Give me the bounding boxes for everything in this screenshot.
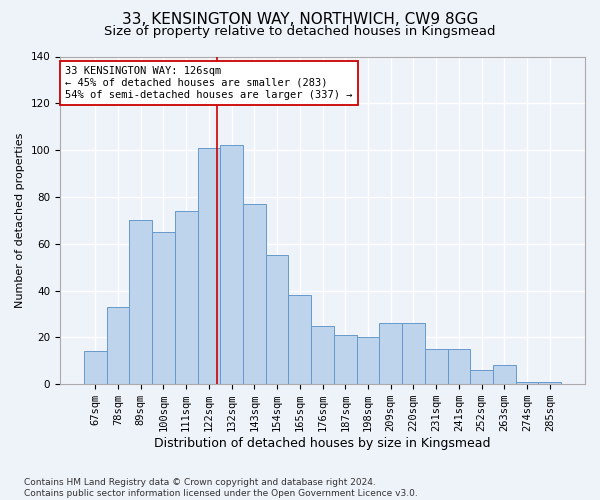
Bar [130, 220, 152, 384]
Bar [448, 349, 470, 384]
Y-axis label: Number of detached properties: Number of detached properties [15, 132, 25, 308]
Text: Size of property relative to detached houses in Kingsmead: Size of property relative to detached ho… [104, 25, 496, 38]
Bar [84, 352, 107, 384]
Bar [107, 307, 130, 384]
Text: 33, KENSINGTON WAY, NORTHWICH, CW9 8GG: 33, KENSINGTON WAY, NORTHWICH, CW9 8GG [122, 12, 478, 28]
Text: Contains HM Land Registry data © Crown copyright and database right 2024.
Contai: Contains HM Land Registry data © Crown c… [24, 478, 418, 498]
Bar [356, 338, 379, 384]
Bar [402, 324, 425, 384]
X-axis label: Distribution of detached houses by size in Kingsmead: Distribution of detached houses by size … [154, 437, 491, 450]
Bar [538, 382, 561, 384]
Bar [243, 204, 266, 384]
Bar [266, 256, 289, 384]
Bar [175, 211, 197, 384]
Bar [515, 382, 538, 384]
Bar [152, 232, 175, 384]
Bar [197, 148, 220, 384]
Bar [379, 324, 402, 384]
Bar [220, 146, 243, 384]
Bar [470, 370, 493, 384]
Bar [289, 296, 311, 384]
Bar [425, 349, 448, 384]
Bar [334, 335, 356, 384]
Text: 33 KENSINGTON WAY: 126sqm
← 45% of detached houses are smaller (283)
54% of semi: 33 KENSINGTON WAY: 126sqm ← 45% of detac… [65, 66, 353, 100]
Bar [311, 326, 334, 384]
Bar [493, 366, 515, 384]
